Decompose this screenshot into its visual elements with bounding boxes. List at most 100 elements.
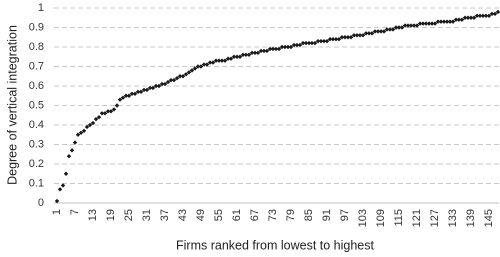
- data-point: [93, 116, 99, 122]
- data-point: [96, 115, 102, 120]
- data-point: [168, 77, 174, 83]
- data-point: [453, 17, 459, 22]
- x-tick-label: 49: [195, 209, 207, 221]
- y-tick-label: 0: [38, 197, 44, 209]
- data-point: [315, 38, 321, 44]
- x-axis-title: Firms ranked from lowest to highest: [176, 238, 375, 252]
- data-point: [165, 79, 171, 85]
- data-point: [54, 198, 60, 204]
- data-point: [210, 60, 216, 65]
- data-point: [204, 62, 210, 67]
- data-point: [429, 21, 435, 26]
- x-tick-label: 145: [483, 209, 495, 227]
- data-point: [384, 27, 390, 32]
- data-point: [318, 38, 324, 44]
- data-point: [120, 95, 126, 100]
- data-point: [114, 103, 120, 108]
- data-point: [486, 13, 492, 18]
- data-point: [339, 35, 345, 40]
- x-tick-label: 127: [429, 209, 441, 227]
- data-point: [369, 31, 375, 36]
- data-point: [141, 87, 147, 93]
- data-point: [348, 35, 354, 40]
- data-point: [108, 109, 114, 114]
- data-point: [150, 85, 156, 91]
- data-point: [483, 13, 489, 18]
- data-point: [102, 111, 108, 116]
- data-point: [132, 91, 138, 96]
- data-point: [90, 120, 96, 126]
- data-point: [201, 62, 207, 67]
- data-point: [117, 97, 123, 102]
- data-point: [147, 85, 153, 91]
- x-tick-label: 43: [177, 209, 189, 221]
- x-tick-label: 1: [51, 209, 63, 215]
- data-point: [294, 42, 300, 48]
- data-point: [402, 23, 408, 28]
- data-point: [375, 29, 381, 34]
- data-point: [330, 37, 336, 42]
- x-tick-label: 103: [357, 209, 369, 227]
- data-point: [198, 64, 204, 69]
- y-tick-label: 1: [38, 2, 44, 14]
- data-point: [360, 33, 366, 38]
- data-point: [297, 42, 303, 48]
- data-point: [105, 109, 111, 114]
- data-point: [414, 23, 420, 28]
- data-point: [153, 83, 159, 89]
- y-tick-label: 0.5: [29, 99, 44, 111]
- data-point: [186, 70, 192, 75]
- data-point: [411, 23, 417, 28]
- data-point: [228, 56, 234, 61]
- x-tick-label: 85: [303, 209, 315, 221]
- data-point: [336, 37, 342, 42]
- x-tick-label: 61: [231, 209, 243, 221]
- data-point: [264, 48, 270, 54]
- data-point: [99, 111, 105, 116]
- y-axis-title: Degree of vertical integration: [5, 25, 19, 185]
- data-point: [219, 58, 225, 63]
- data-point: [126, 93, 132, 98]
- data-point: [261, 48, 267, 54]
- data-point: [444, 19, 450, 24]
- data-point: [183, 72, 189, 77]
- data-point: [255, 50, 261, 56]
- data-point: [72, 140, 78, 145]
- data-point: [396, 25, 402, 30]
- data-point: [171, 77, 177, 83]
- data-point: [258, 48, 264, 54]
- data-point: [75, 132, 81, 137]
- data-point: [270, 46, 276, 52]
- data-point: [354, 33, 360, 38]
- y-tick-label: 0.8: [29, 41, 44, 53]
- data-point: [129, 91, 135, 96]
- x-tick-label: 79: [285, 209, 297, 221]
- data-point: [216, 58, 222, 63]
- data-point: [57, 187, 63, 192]
- data-point: [252, 50, 258, 56]
- data-point: [447, 19, 453, 24]
- data-point: [342, 35, 348, 40]
- data-point: [180, 74, 186, 79]
- data-point: [492, 11, 498, 17]
- data-point: [144, 87, 150, 93]
- y-tick-label: 0.2: [29, 158, 44, 170]
- x-tick-label: 133: [447, 209, 459, 227]
- data-point: [435, 19, 441, 24]
- data-point: [357, 33, 363, 38]
- x-tick-label: 31: [141, 209, 153, 221]
- y-tick-label: 0.3: [29, 138, 44, 150]
- data-point: [423, 21, 429, 26]
- data-point: [450, 19, 456, 24]
- data-point: [489, 11, 495, 17]
- data-point: [324, 38, 330, 44]
- y-tick-label: 0.4: [29, 119, 44, 131]
- x-tick-label: 73: [267, 209, 279, 221]
- data-point: [420, 21, 426, 26]
- data-point: [207, 60, 213, 65]
- y-tick-label: 0.7: [29, 60, 44, 72]
- data-point: [69, 148, 75, 153]
- data-point: [465, 15, 471, 20]
- data-point: [303, 40, 309, 46]
- data-point: [249, 50, 255, 56]
